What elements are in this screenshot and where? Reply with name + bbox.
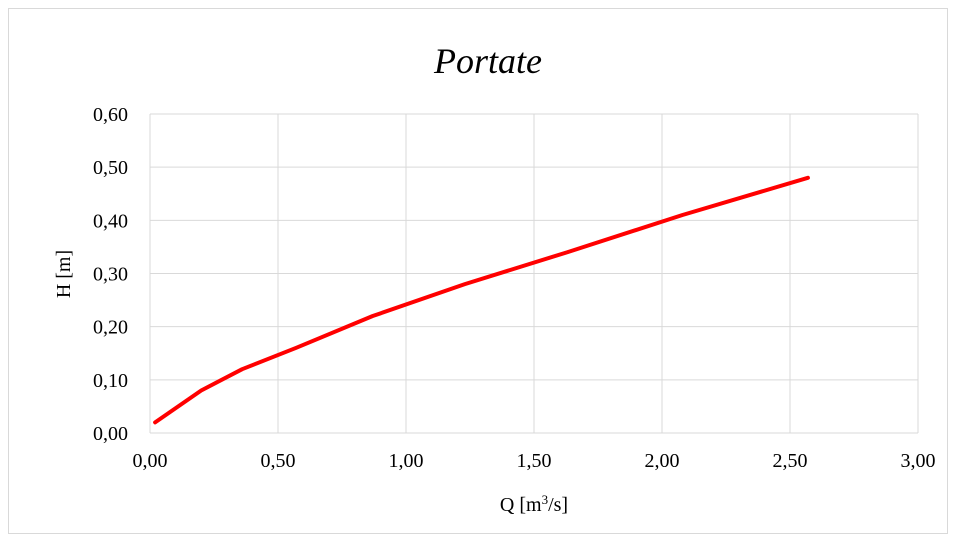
series-line <box>153 175 810 425</box>
x-tick-label: 0,00 <box>133 450 168 472</box>
y-tick-label: 0,00 <box>93 423 128 445</box>
x-tick-label: 1,00 <box>389 450 424 472</box>
y-tick-label: 0,60 <box>93 104 128 126</box>
x-axis-label-main: Q [m <box>500 494 542 516</box>
x-axis-label-sup: 3 <box>542 492 549 507</box>
y-tick-label: 0,30 <box>93 264 128 286</box>
y-tick-label: 0,20 <box>93 317 128 339</box>
y-tick-label: 0,40 <box>93 210 128 232</box>
chart-frame <box>8 8 948 534</box>
x-tick-label: 2,50 <box>773 450 808 472</box>
x-tick-labels: 0,00 0,50 1,00 1,50 2,00 2,50 3,00 <box>133 450 936 472</box>
gridlines <box>149 113 919 434</box>
x-axis-label-tail: /s] <box>548 494 568 516</box>
series-group <box>153 175 810 425</box>
x-tick-label: 3,00 <box>901 450 936 472</box>
x-tick-label: 1,50 <box>517 450 552 472</box>
y-tick-label: 0,10 <box>93 370 128 392</box>
x-tick-label: 0,50 <box>261 450 296 472</box>
x-axis-label: Q [m3/s] <box>500 492 568 516</box>
y-tick-labels: 0,00 0,10 0,20 0,30 0,40 0,50 0,60 <box>93 104 128 445</box>
y-tick-label: 0,50 <box>93 157 128 179</box>
chart-title: Portate <box>433 41 542 81</box>
x-tick-label: 2,00 <box>645 450 680 472</box>
y-axis-label: H [m] <box>53 250 75 298</box>
